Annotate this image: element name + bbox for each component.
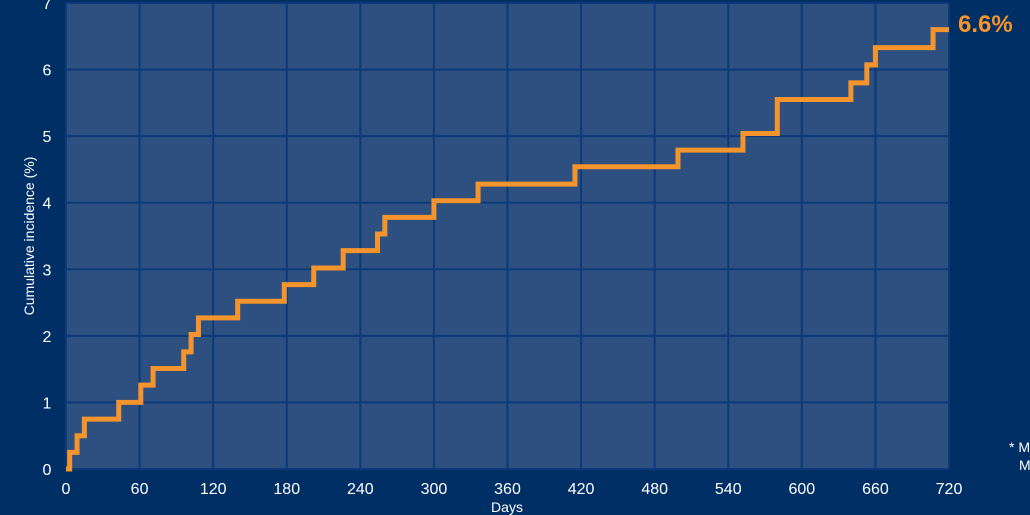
x-tick-label: 240 bbox=[347, 481, 374, 498]
x-axis-label: Days bbox=[491, 499, 523, 515]
x-tick-labels: 0 60 120 180 240 300 360 420 480 540 600 660 720 bbox=[62, 481, 963, 498]
x-tick-label: 60 bbox=[131, 481, 149, 498]
x-tick-label: 540 bbox=[715, 481, 742, 498]
x-tick-label: 120 bbox=[200, 481, 227, 498]
footnote-line-1: * M bbox=[1009, 439, 1030, 455]
y-tick-label: 5 bbox=[43, 129, 52, 146]
x-tick-label: 0 bbox=[62, 481, 71, 498]
x-tick-label: 180 bbox=[273, 481, 300, 498]
y-tick-label: 3 bbox=[43, 262, 52, 279]
end-value-label: 6.6% bbox=[958, 11, 1013, 38]
incidence-step-line bbox=[66, 27, 949, 472]
x-tick-label: 420 bbox=[568, 481, 595, 498]
gridlines bbox=[65, 2, 950, 470]
x-tick-label: 300 bbox=[421, 481, 448, 498]
x-tick-label: 660 bbox=[862, 481, 889, 498]
x-tick-label: 360 bbox=[494, 481, 521, 498]
y-tick-label: 0 bbox=[43, 462, 52, 479]
y-tick-label: 7 bbox=[43, 0, 52, 13]
x-tick-label: 480 bbox=[641, 481, 668, 498]
x-tick-label: 600 bbox=[788, 481, 815, 498]
footnote-line-2: M bbox=[1019, 457, 1030, 473]
y-tick-labels: 0 1 2 3 4 5 6 7 bbox=[43, 0, 52, 479]
y-tick-label: 4 bbox=[43, 196, 52, 213]
y-tick-label: 2 bbox=[43, 329, 52, 346]
y-tick-label: 1 bbox=[43, 395, 52, 412]
y-axis-label: Cumulative incidence (%) bbox=[21, 157, 37, 316]
x-tick-label: 720 bbox=[936, 481, 963, 498]
y-tick-label: 6 bbox=[43, 63, 52, 80]
